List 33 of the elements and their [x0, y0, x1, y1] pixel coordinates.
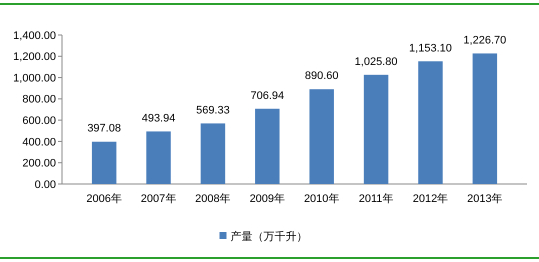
y-tick-label: 0.00 [34, 178, 56, 191]
bar [364, 74, 388, 184]
y-tick-label: 400.00 [22, 136, 56, 148]
y-tick-label: 1,000.00 [13, 72, 56, 84]
y-tick-label: 1,400.00 [13, 30, 56, 42]
x-tick-label: 2011年 [358, 193, 394, 205]
bar [309, 89, 334, 184]
y-tick-label: 1,200.00 [13, 51, 56, 64]
y-tick-label: 600.00 [22, 114, 56, 127]
x-tick-label: 2013年 [467, 193, 503, 205]
y-tick-label: 800.00 [22, 94, 56, 106]
bar [255, 108, 280, 184]
data-label: 1,226.70 [463, 34, 506, 46]
data-label: 493.94 [142, 112, 176, 124]
bar [200, 123, 226, 184]
x-tick-label: 2009年 [250, 193, 286, 205]
bar [418, 61, 443, 184]
data-label: 1,025.80 [354, 56, 398, 68]
x-tick-label: 2008年 [195, 193, 231, 205]
bar [146, 131, 171, 184]
legend-label: 产量（万千升） [230, 230, 308, 243]
x-tick-label: 2007年 [140, 193, 176, 205]
y-tick-label: 200.00 [22, 158, 56, 170]
bar [92, 142, 116, 184]
data-label: 569.33 [196, 104, 230, 116]
x-tick-label: 2006年 [86, 193, 122, 205]
bar [472, 53, 498, 184]
data-label: 1,153.10 [409, 42, 452, 54]
x-tick-label: 2012年 [412, 193, 448, 205]
x-tick-label: 2010年 [304, 193, 340, 205]
data-label: 397.08 [87, 122, 121, 135]
data-label: 706.94 [250, 90, 284, 102]
data-label: 890.60 [304, 70, 339, 82]
